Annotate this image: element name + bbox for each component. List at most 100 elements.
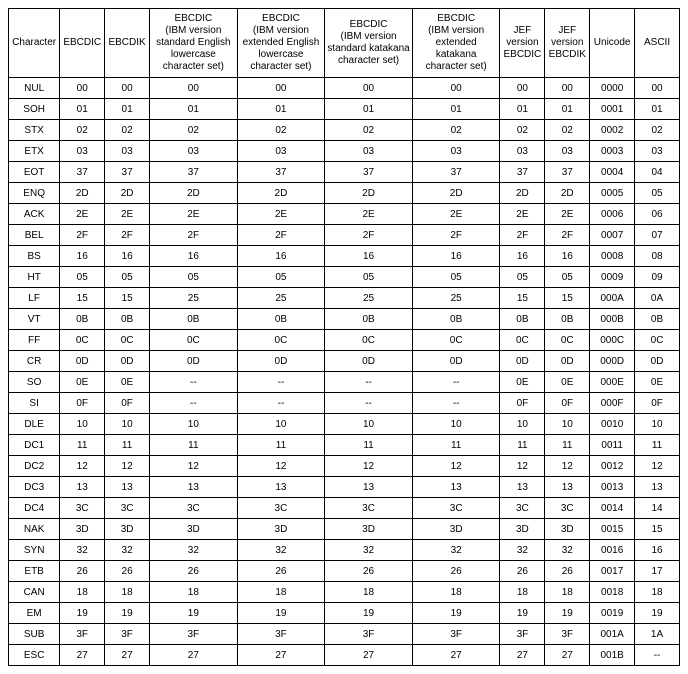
- code-cell: 10: [545, 414, 590, 435]
- code-cell: 2E: [60, 204, 105, 225]
- character-cell: ETX: [9, 141, 60, 162]
- code-cell: 10: [105, 414, 150, 435]
- code-cell: 0001: [590, 99, 635, 120]
- column-header: EBCDIC(IBM version extended katakana cha…: [412, 9, 500, 78]
- code-cell: 3D: [545, 519, 590, 540]
- code-cell: 2F: [500, 225, 545, 246]
- code-cell: 0D: [500, 351, 545, 372]
- code-cell: 0E: [500, 372, 545, 393]
- code-cell: 13: [635, 477, 680, 498]
- code-cell: 37: [237, 162, 325, 183]
- code-cell: 02: [150, 120, 238, 141]
- code-cell: 00: [545, 78, 590, 99]
- code-cell: 19: [635, 603, 680, 624]
- code-cell: 10: [60, 414, 105, 435]
- character-cell: SI: [9, 393, 60, 414]
- code-cell: 01: [60, 99, 105, 120]
- character-cell: EOT: [9, 162, 60, 183]
- code-cell: 3F: [500, 624, 545, 645]
- column-header: ASCII: [635, 9, 680, 78]
- code-cell: 19: [60, 603, 105, 624]
- code-cell: 26: [60, 561, 105, 582]
- code-cell: 26: [412, 561, 500, 582]
- code-cell: 3C: [237, 498, 325, 519]
- code-cell: 0F: [635, 393, 680, 414]
- code-cell: 0016: [590, 540, 635, 561]
- code-cell: 000C: [590, 330, 635, 351]
- character-cell: DLE: [9, 414, 60, 435]
- character-cell: ACK: [9, 204, 60, 225]
- code-cell: 27: [325, 645, 413, 666]
- code-cell: 00: [105, 78, 150, 99]
- code-cell: 19: [105, 603, 150, 624]
- code-cell: 13: [325, 477, 413, 498]
- code-cell: 07: [635, 225, 680, 246]
- code-cell: 25: [325, 288, 413, 309]
- code-cell: 2D: [150, 183, 238, 204]
- code-cell: 0D: [412, 351, 500, 372]
- code-cell: 0017: [590, 561, 635, 582]
- code-cell: 03: [105, 141, 150, 162]
- code-cell: 0C: [500, 330, 545, 351]
- code-cell: 2F: [325, 225, 413, 246]
- column-header: JEF version EBCDIK: [545, 9, 590, 78]
- code-cell: 3D: [60, 519, 105, 540]
- code-cell: 37: [500, 162, 545, 183]
- code-cell: 2D: [105, 183, 150, 204]
- code-cell: 0B: [150, 309, 238, 330]
- code-cell: 0014: [590, 498, 635, 519]
- code-cell: 27: [60, 645, 105, 666]
- code-cell: 05: [635, 183, 680, 204]
- code-cell: 27: [500, 645, 545, 666]
- code-cell: 0015: [590, 519, 635, 540]
- code-cell: 02: [635, 120, 680, 141]
- code-cell: 10: [325, 414, 413, 435]
- code-cell: 0B: [105, 309, 150, 330]
- code-cell: 13: [500, 477, 545, 498]
- code-cell: 37: [325, 162, 413, 183]
- column-header: EBCDIC(IBM version extended English lowe…: [237, 9, 325, 78]
- code-cell: 05: [60, 267, 105, 288]
- table-row: DC21212121212121212001212: [9, 456, 680, 477]
- code-cell: 05: [545, 267, 590, 288]
- code-cell: 13: [237, 477, 325, 498]
- code-cell: 00: [150, 78, 238, 99]
- code-cell: 19: [325, 603, 413, 624]
- code-cell: 16: [500, 246, 545, 267]
- code-cell: 01: [545, 99, 590, 120]
- code-cell: 03: [545, 141, 590, 162]
- code-cell: 16: [237, 246, 325, 267]
- code-cell: 0006: [590, 204, 635, 225]
- character-cell: ETB: [9, 561, 60, 582]
- code-cell: 32: [412, 540, 500, 561]
- code-cell: 01: [325, 99, 413, 120]
- code-cell: 0F: [105, 393, 150, 414]
- character-cell: NAK: [9, 519, 60, 540]
- code-cell: 3F: [60, 624, 105, 645]
- code-cell: 37: [60, 162, 105, 183]
- code-cell: 19: [500, 603, 545, 624]
- code-cell: 15: [635, 519, 680, 540]
- code-cell: 3D: [105, 519, 150, 540]
- code-cell: 00: [412, 78, 500, 99]
- character-cell: DC3: [9, 477, 60, 498]
- code-cell: 2D: [500, 183, 545, 204]
- code-cell: 2E: [325, 204, 413, 225]
- code-cell: 2F: [545, 225, 590, 246]
- table-row: ESC2727272727272727001B--: [9, 645, 680, 666]
- code-cell: 0A: [635, 288, 680, 309]
- code-cell: 0B: [60, 309, 105, 330]
- code-cell: 12: [105, 456, 150, 477]
- code-cell: 27: [412, 645, 500, 666]
- character-cell: STX: [9, 120, 60, 141]
- code-cell: 16: [545, 246, 590, 267]
- code-cell: 37: [150, 162, 238, 183]
- code-cell: 26: [150, 561, 238, 582]
- code-cell: 05: [500, 267, 545, 288]
- code-cell: 11: [412, 435, 500, 456]
- code-cell: 14: [635, 498, 680, 519]
- code-cell: 2F: [60, 225, 105, 246]
- code-cell: 19: [150, 603, 238, 624]
- code-cell: 000B: [590, 309, 635, 330]
- code-cell: 01: [237, 99, 325, 120]
